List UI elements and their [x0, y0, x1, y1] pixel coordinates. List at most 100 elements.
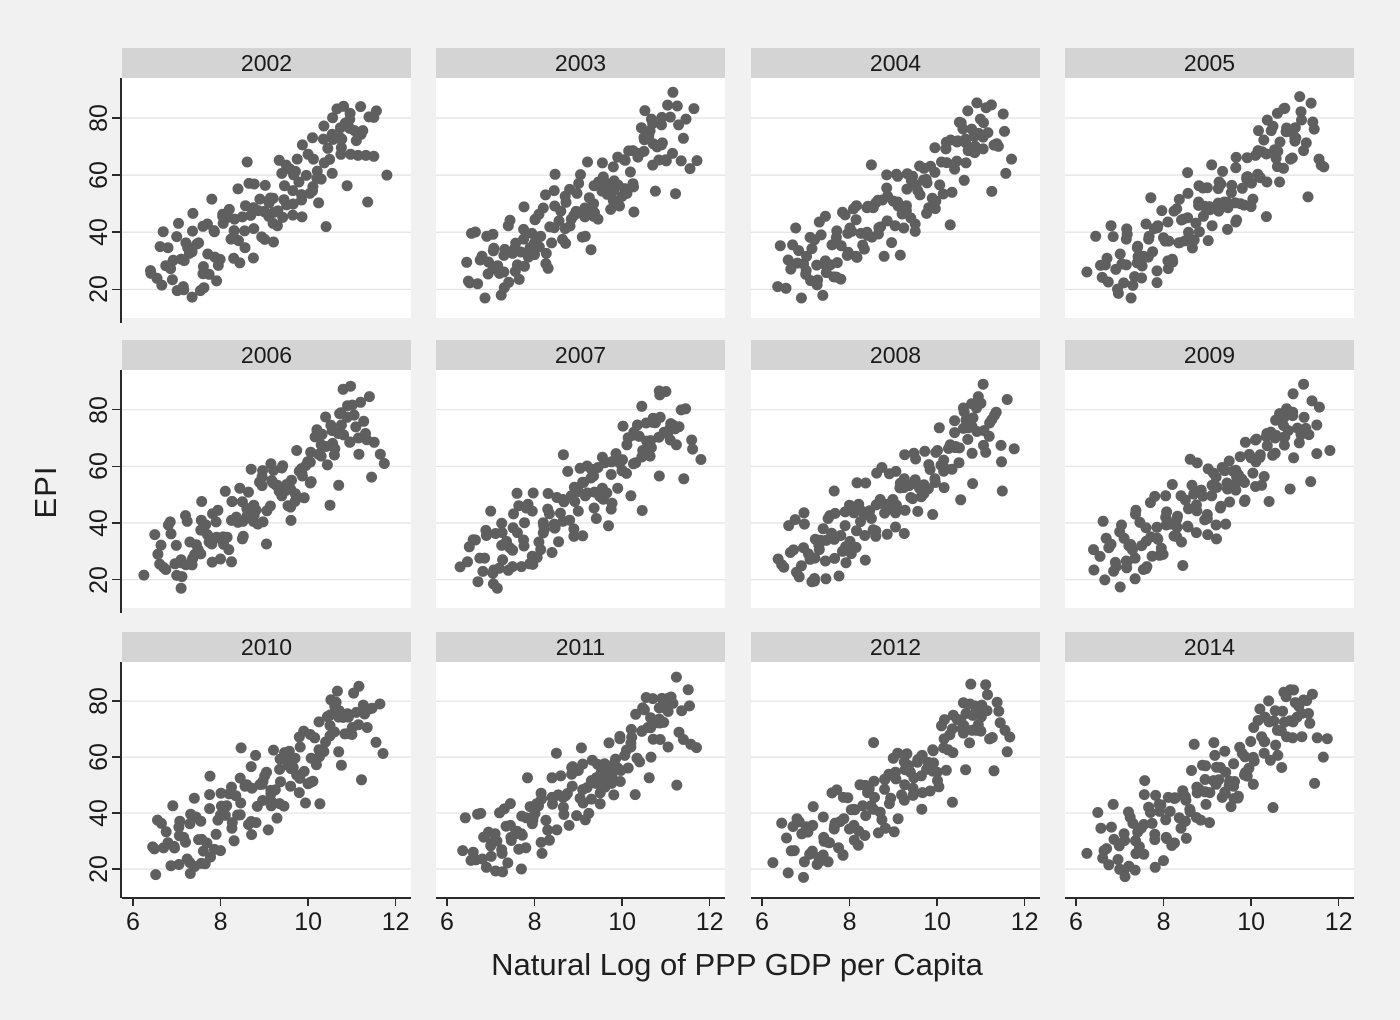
- data-point: [186, 291, 198, 303]
- data-point: [656, 119, 667, 131]
- data-point: [929, 473, 941, 485]
- data-point: [291, 153, 303, 165]
- data-point: [909, 225, 921, 237]
- data-point: [1259, 711, 1271, 723]
- data-point: [1289, 697, 1301, 709]
- x-axis-line: [122, 897, 411, 899]
- data-point: [277, 460, 289, 472]
- data-point: [925, 160, 936, 172]
- data-point: [561, 788, 573, 799]
- data-point: [678, 473, 690, 485]
- data-point: [1199, 774, 1211, 785]
- data-point: [865, 513, 877, 524]
- data-point: [583, 192, 595, 204]
- data-point: [1151, 265, 1163, 277]
- facet-panel-2006: 2006: [122, 340, 411, 608]
- data-point: [578, 477, 590, 488]
- y-axis-tick: [112, 408, 121, 411]
- facet-plot-area: [1065, 78, 1354, 318]
- data-point: [265, 458, 277, 470]
- data-point: [986, 185, 998, 197]
- data-point: [995, 439, 1007, 451]
- data-point: [241, 156, 253, 168]
- data-point: [605, 469, 617, 480]
- y-tick-label: 20: [84, 855, 113, 883]
- data-point: [361, 722, 373, 733]
- data-point: [996, 485, 1008, 497]
- data-point: [1258, 134, 1270, 146]
- x-axis-tick: [132, 898, 134, 906]
- y-axis-tick: [112, 868, 121, 870]
- data-point: [1136, 260, 1148, 272]
- data-point: [785, 845, 797, 857]
- data-point: [368, 150, 380, 162]
- data-point: [958, 174, 970, 186]
- x-axis-tick: [533, 898, 536, 906]
- data-point: [868, 737, 880, 749]
- data-point: [206, 193, 218, 205]
- data-point: [324, 709, 336, 721]
- data-point: [1231, 471, 1243, 483]
- data-point: [579, 230, 591, 242]
- data-point: [1306, 688, 1318, 700]
- data-point: [269, 784, 281, 796]
- data-point: [381, 169, 393, 181]
- data-point: [1230, 162, 1242, 174]
- data-point: [999, 125, 1010, 137]
- data-point: [859, 530, 871, 541]
- data-point: [374, 448, 386, 460]
- data-point: [949, 415, 961, 427]
- data-point: [171, 231, 183, 243]
- facet-header: 2011: [436, 632, 725, 662]
- facet-header: 2005: [1065, 48, 1354, 78]
- facet-panel-2002: 2002: [122, 48, 411, 318]
- data-point: [1197, 490, 1209, 502]
- data-point: [360, 428, 371, 439]
- data-point: [1136, 272, 1148, 284]
- data-point: [188, 792, 200, 804]
- data-point: [1211, 533, 1222, 545]
- data-point: [526, 227, 538, 239]
- data-point: [1311, 419, 1323, 431]
- data-point: [946, 723, 958, 735]
- data-point: [973, 127, 985, 139]
- data-point: [829, 552, 841, 564]
- facet-panel-2014: 2014: [1065, 632, 1354, 897]
- data-point: [1156, 205, 1168, 217]
- data-point: [863, 783, 875, 795]
- data-point: [859, 554, 871, 566]
- data-point: [914, 189, 926, 201]
- data-point: [1081, 847, 1093, 859]
- data-point: [581, 460, 593, 472]
- data-point: [894, 482, 906, 494]
- x-tick-label: 12: [695, 907, 724, 936]
- data-point: [1209, 749, 1221, 761]
- data-point: [1242, 171, 1254, 183]
- data-point: [1311, 448, 1323, 460]
- data-point: [155, 817, 167, 829]
- x-tick-label: 12: [381, 907, 410, 936]
- data-point: [247, 252, 259, 264]
- data-point: [519, 260, 530, 272]
- data-point: [671, 779, 683, 791]
- data-point: [667, 86, 679, 98]
- data-point: [219, 809, 231, 821]
- data-point: [1193, 199, 1205, 211]
- data-point: [160, 826, 172, 838]
- data-point: [596, 157, 608, 169]
- facet-header: 2002: [122, 48, 411, 78]
- data-point: [558, 496, 570, 508]
- data-point: [502, 857, 514, 869]
- facet-panel-2005: 2005: [1065, 48, 1354, 318]
- data-point: [955, 494, 967, 506]
- data-point: [1152, 533, 1164, 545]
- data-point: [670, 671, 682, 683]
- data-point: [1000, 167, 1012, 179]
- y-axis-label: EPI: [28, 465, 63, 519]
- data-point: [479, 552, 491, 564]
- data-point: [508, 508, 519, 520]
- data-point: [654, 734, 666, 745]
- data-point: [483, 256, 494, 268]
- x-axis-tick: [307, 898, 309, 906]
- x-axis-tick: [446, 898, 448, 906]
